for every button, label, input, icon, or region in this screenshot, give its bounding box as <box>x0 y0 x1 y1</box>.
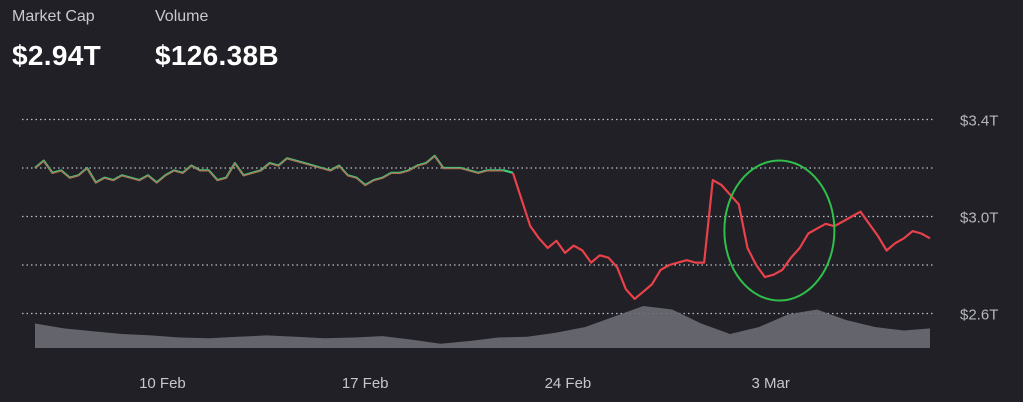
y-tick-label: $3.4T <box>960 113 998 130</box>
market-cap-stat: Market Cap $2.94T <box>12 8 101 72</box>
price-line-up <box>34 154 514 187</box>
price-line[interactable] <box>34 154 931 300</box>
volume-value: $126.38B <box>155 40 279 71</box>
x-tick-label: 17 Feb <box>342 375 389 392</box>
highlight-ellipse <box>723 159 836 302</box>
volume-bars <box>35 306 930 348</box>
x-tick-label: 24 Feb <box>545 375 592 392</box>
x-tick-label: 10 Feb <box>139 375 186 392</box>
price-line-down <box>511 172 931 300</box>
x-tick-label: 3 Mar <box>752 375 790 392</box>
volume-stat: Volume $126.38B <box>155 8 279 72</box>
y-axis-ticks: $3.4T $3.0T $2.6T <box>960 113 998 324</box>
annotations <box>723 159 836 302</box>
y-tick-label: $2.6T <box>960 307 998 324</box>
gridlines <box>22 118 935 315</box>
price-line-down-overlay <box>34 155 505 187</box>
volume-label: Volume <box>155 8 209 25</box>
market-cap-value: $2.94T <box>12 40 101 71</box>
volume-area <box>35 306 930 348</box>
x-axis-ticks: 10 Feb 17 Feb 24 Feb 3 Mar <box>139 375 790 392</box>
market-cap-label: Market Cap <box>12 8 95 25</box>
y-tick-label: $3.0T <box>960 210 998 227</box>
